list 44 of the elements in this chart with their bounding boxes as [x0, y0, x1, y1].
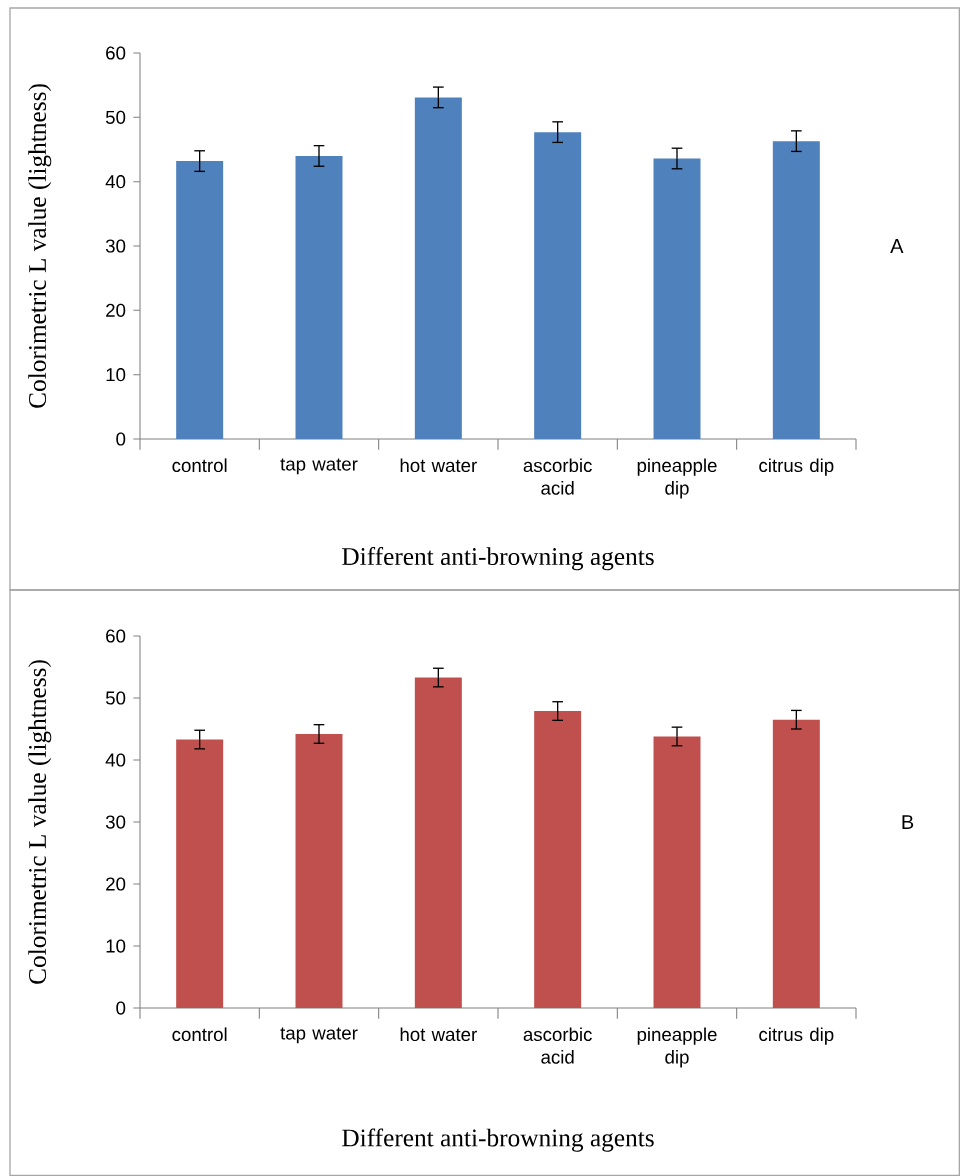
bar	[772, 141, 820, 439]
bar	[534, 132, 582, 439]
y-tick-label: 20	[106, 303, 126, 317]
text: A	[890, 239, 904, 253]
text: B	[902, 815, 914, 829]
bar	[176, 161, 224, 439]
x-tick-label: pineapple dip	[637, 1027, 717, 1068]
y-tick-label: 10	[106, 939, 126, 953]
x-tick-label: hot water	[400, 458, 477, 473]
y-tick-label: 30	[105, 239, 126, 253]
y-tick-label: 60	[106, 46, 126, 60]
x-tick-label: ascorbic acid	[523, 1027, 592, 1064]
y-tick-label: 0	[116, 432, 126, 446]
y-tick-label: 60	[106, 629, 126, 643]
x-axis-title: Different anti-browning agents	[342, 547, 654, 571]
x-tick-label: control	[172, 458, 227, 473]
y-tick-label: 0	[116, 1001, 126, 1015]
bar	[414, 677, 462, 1009]
y-tick-label: 20	[106, 877, 126, 891]
y-tick-label: 50	[105, 110, 126, 124]
x-tick-label: hot water	[400, 1027, 477, 1042]
y-tick-label: 50	[105, 691, 126, 705]
x-axis-title: Different anti-browning agents	[342, 1128, 654, 1152]
bar	[534, 711, 582, 1009]
y-tick-label: 10	[106, 368, 126, 382]
x-tick-label: pineapple dip	[637, 458, 717, 499]
y-axis-title: Colorimetric L value (lightness)	[28, 84, 52, 408]
x-tick-label: tap water	[280, 1027, 358, 1044]
bar	[295, 155, 343, 439]
bar	[295, 733, 343, 1009]
y-tick-label: 40	[105, 753, 126, 767]
y-tick-label: 40	[105, 175, 126, 189]
bar	[653, 158, 701, 439]
bar	[176, 739, 224, 1009]
x-tick-label: control	[172, 1027, 227, 1042]
x-tick-label: citrus dip	[759, 458, 834, 476]
y-axis-title: Colorimetric L value (lightness)	[28, 660, 52, 984]
bar	[653, 736, 701, 1009]
y-tick-label: 30	[105, 815, 126, 829]
x-tick-label: tap water	[280, 458, 358, 475]
bar	[414, 97, 462, 439]
x-tick-label: citrus dip	[759, 1027, 834, 1045]
x-tick-label: ascorbic acid	[523, 458, 592, 495]
bar	[772, 719, 820, 1009]
